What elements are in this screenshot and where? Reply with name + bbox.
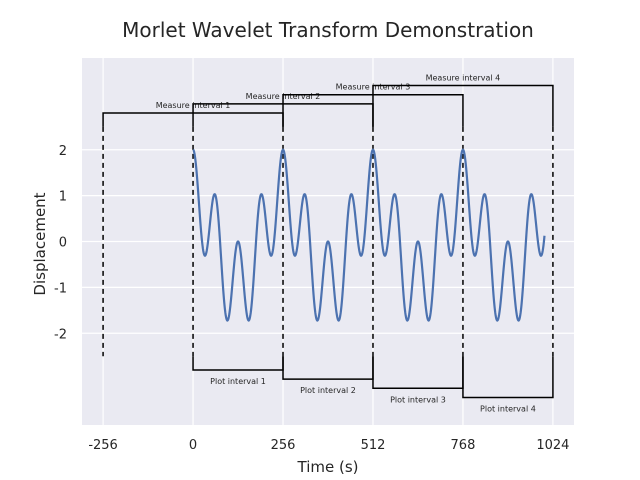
y-axis-label: Displacement — [31, 192, 49, 295]
x-tick-label: -256 — [88, 438, 118, 453]
y-tick-label: 0 — [59, 236, 67, 251]
y-ticks: 2 1 0 -1 -2 — [54, 144, 67, 343]
plot-interval-label: Plot interval 1 — [210, 377, 266, 386]
x-tick-label: 0 — [189, 438, 197, 453]
y-tick-label: 2 — [59, 144, 67, 159]
plot-interval-label: Plot interval 4 — [480, 404, 536, 413]
plot-interval-bracket — [462, 356, 554, 399]
x-tick-label: 512 — [361, 438, 386, 453]
x-ticks: -256 0 256 512 768 1024 — [88, 438, 569, 453]
measure-interval-label: Measure interval 4 — [426, 74, 501, 83]
signal-line — [192, 148, 546, 322]
x-tick-label: 1024 — [536, 438, 569, 453]
x-tick-label: 768 — [451, 438, 476, 453]
y-tick-label: -2 — [54, 327, 67, 342]
y-tick-label: -1 — [54, 281, 67, 296]
plot-interval-label: Plot interval 3 — [390, 395, 446, 404]
x-axis-label: Time (s) — [297, 458, 359, 476]
measure-interval-bracket — [372, 84, 554, 127]
y-tick-label: 1 — [59, 190, 67, 205]
chart-title: Morlet Wavelet Transform Demonstration — [122, 18, 534, 42]
x-tick-label: 256 — [271, 438, 296, 453]
plot-interval-label: Plot interval 2 — [300, 386, 356, 395]
